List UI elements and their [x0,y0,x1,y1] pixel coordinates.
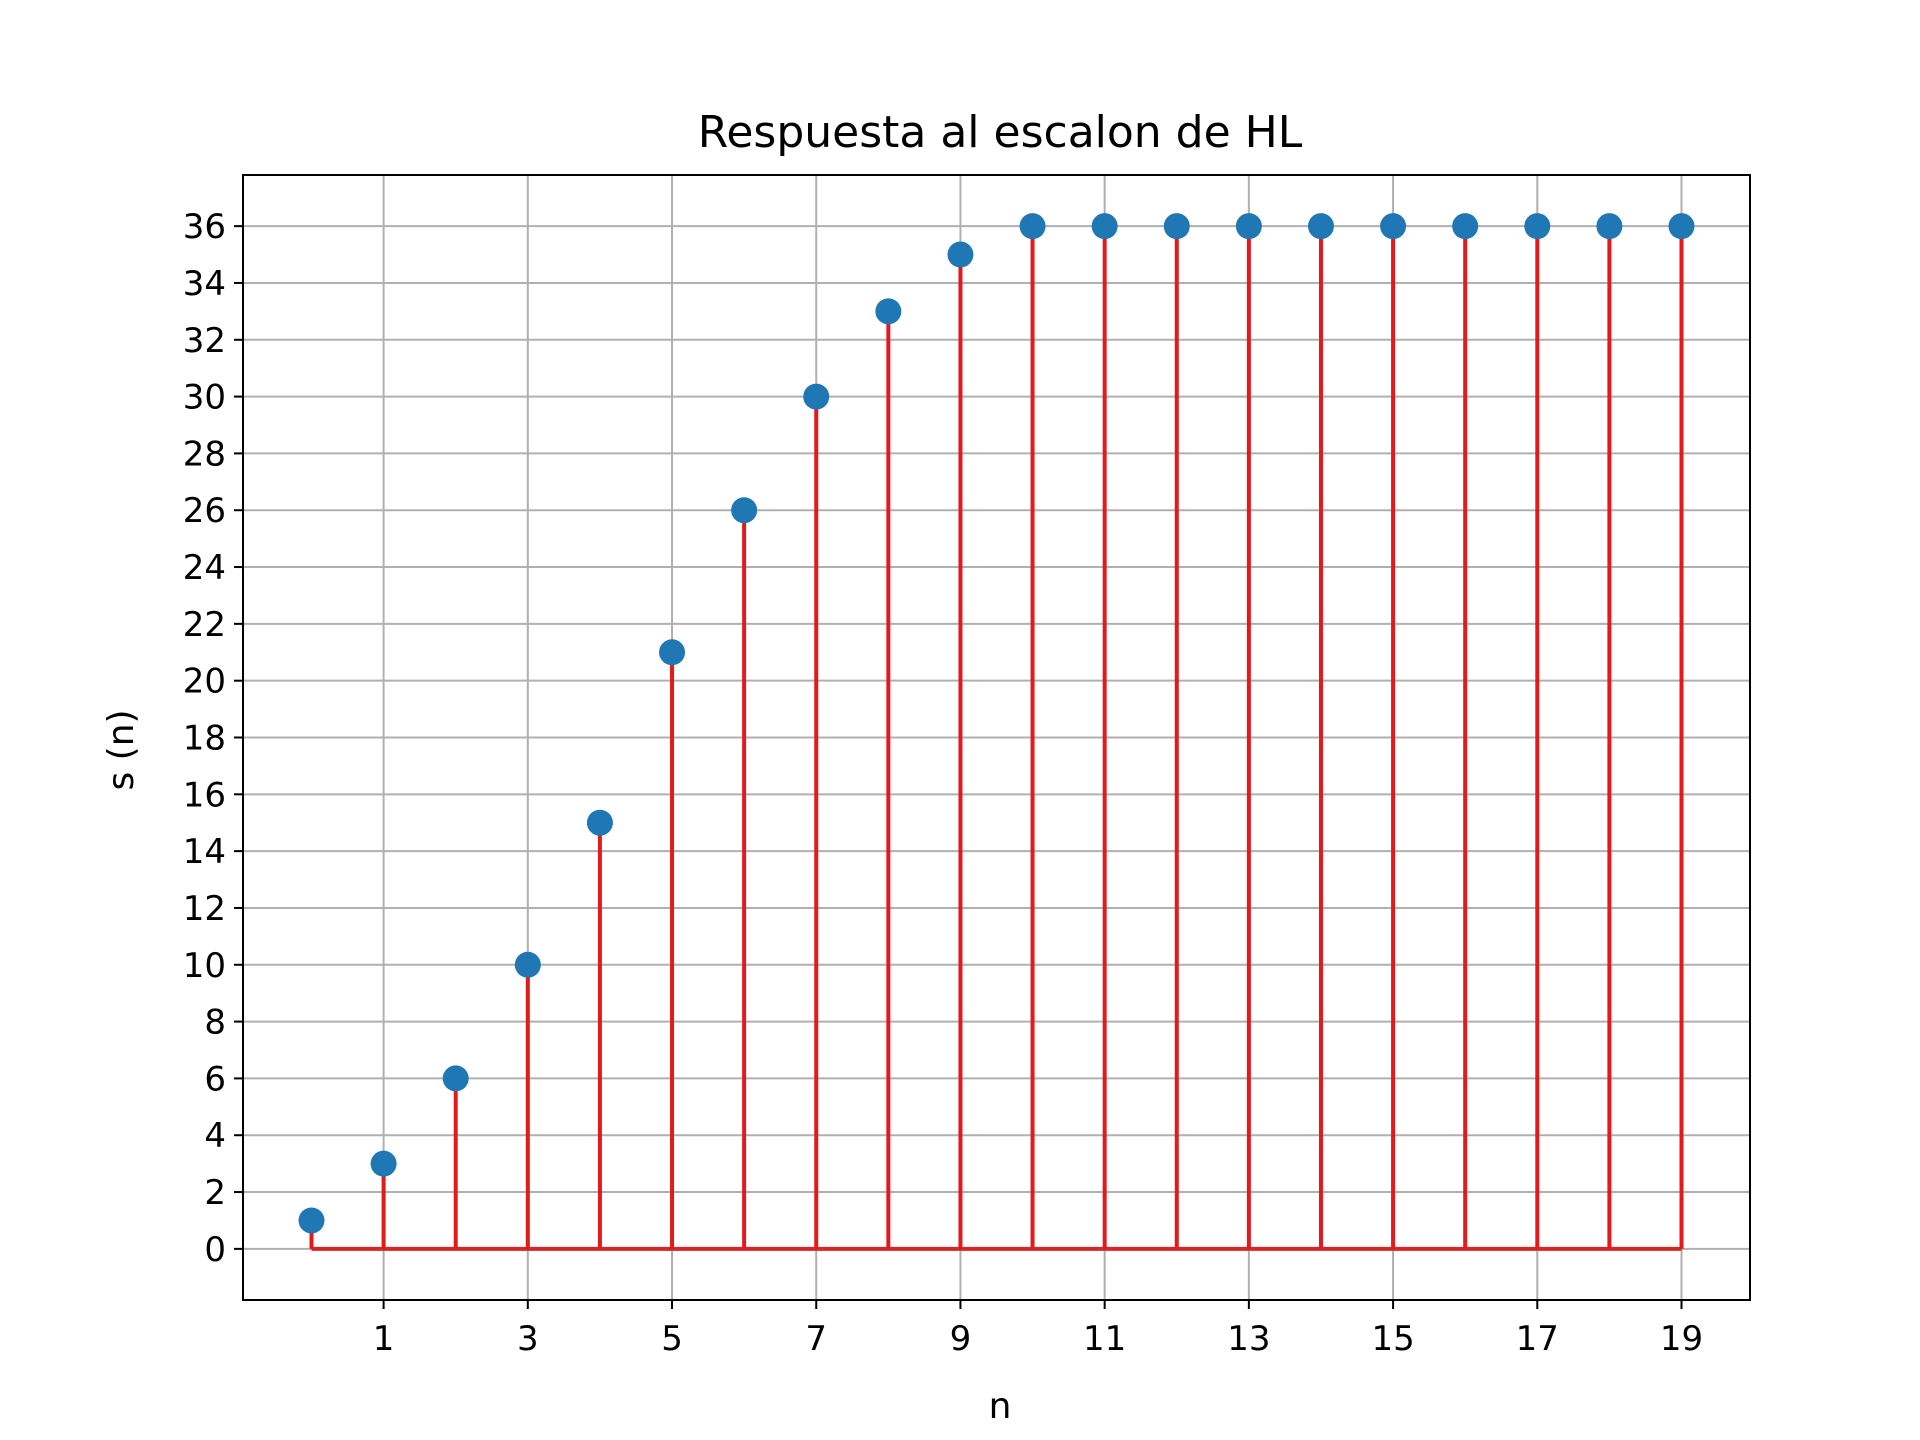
x-tick-label: 1 [373,1319,395,1359]
y-tick-label: 34 [183,264,226,304]
stem-marker [1235,213,1262,240]
y-tick-label: 24 [183,548,226,588]
stem-marker [803,383,830,410]
x-axis-label: n [989,1386,1012,1427]
y-tick-label: 14 [183,832,226,872]
y-tick-label: 6 [204,1059,226,1099]
stem-marker [1019,213,1046,240]
stem-marker [1091,213,1118,240]
y-tick-label: 4 [204,1116,226,1156]
y-tick-label: 12 [183,889,226,929]
x-tick-label: 5 [661,1319,683,1359]
stem-marker [1163,213,1190,240]
stem-marker [298,1207,325,1234]
stems [309,226,1684,1249]
y-tick-label: 26 [183,491,226,531]
stem-marker [875,298,902,325]
y-axis-label: s (n) [101,709,142,790]
x-tick-label: 19 [1660,1319,1703,1359]
stem-marker [947,241,974,268]
stem-marker [1307,213,1334,240]
y-tick-label: 2 [204,1173,226,1213]
stem-marker [1380,213,1407,240]
x-tick-label: 17 [1516,1319,1559,1359]
stem-marker [514,951,541,978]
y-tick-label: 20 [183,662,226,702]
x-tick-label: 13 [1227,1319,1270,1359]
y-tick-label: 32 [183,321,226,361]
x-tick-label: 9 [950,1319,972,1359]
y-tick-label: 28 [183,434,226,474]
markers [298,213,1695,1234]
stem-marker [1452,213,1479,240]
y-tick-label: 16 [183,775,226,815]
stem-marker [659,639,686,666]
y-tick-label: 18 [183,719,226,759]
stem-marker [731,497,758,524]
y-tick-label: 36 [183,207,226,247]
chart-title: Respuesta al escalon de HL [698,107,1303,158]
y-tick-label: 10 [183,946,226,986]
stem-marker [586,809,613,836]
y-tick-label: 0 [204,1230,226,1270]
x-tick-label: 7 [805,1319,827,1359]
x-ticks: 1 3 5 7 9 11 13 15 17 19 [373,1300,1703,1359]
y-tick-label: 30 [183,378,226,418]
stem-marker [442,1065,469,1092]
x-tick-label: 11 [1083,1319,1126,1359]
stem-marker [1524,213,1551,240]
stem-marker [1668,213,1695,240]
stem-marker [1596,213,1623,240]
y-tick-label: 22 [183,605,226,645]
x-tick-label: 15 [1371,1319,1414,1359]
x-tick-label: 3 [517,1319,539,1359]
stem-marker [370,1150,397,1177]
y-tick-label: 8 [204,1003,226,1043]
